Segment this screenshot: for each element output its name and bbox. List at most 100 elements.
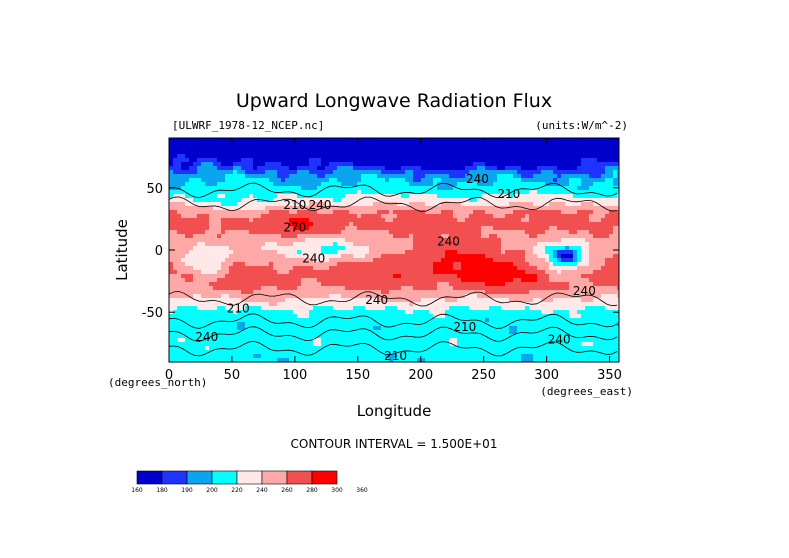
heatmap-cell — [317, 214, 322, 219]
heatmap-cell — [565, 242, 570, 247]
heatmap-cell — [493, 226, 498, 231]
heatmap-cell — [509, 214, 514, 219]
heatmap-cell — [337, 310, 342, 315]
heatmap-cell — [301, 238, 306, 243]
heatmap-cell — [557, 138, 562, 143]
heatmap-cell — [449, 298, 454, 303]
heatmap-cell — [197, 302, 202, 307]
heatmap-cell — [593, 142, 598, 147]
heatmap-cell — [357, 310, 362, 315]
heatmap-cell — [237, 306, 242, 311]
heatmap-cell — [421, 182, 426, 187]
heatmap-cell — [397, 138, 402, 143]
heatmap-cell — [181, 242, 186, 247]
heatmap-cell — [585, 170, 590, 175]
heatmap-cell — [453, 294, 458, 299]
heatmap-cell — [265, 178, 270, 183]
heatmap-cell — [169, 150, 174, 155]
heatmap-cell — [393, 170, 398, 175]
heatmap-cell — [553, 294, 558, 299]
heatmap-cell — [545, 286, 550, 291]
heatmap-cell — [413, 202, 418, 207]
heatmap-cell — [605, 202, 610, 207]
heatmap-cell — [597, 298, 602, 303]
heatmap-cell — [373, 210, 378, 215]
heatmap-cell — [517, 222, 522, 227]
heatmap-cell — [225, 250, 230, 255]
heatmap-cell — [177, 150, 182, 155]
heatmap-cell — [285, 214, 290, 219]
heatmap-cell — [385, 142, 390, 147]
heatmap-cell — [381, 214, 386, 219]
heatmap-cell — [173, 266, 178, 271]
heatmap-cell — [581, 194, 586, 199]
heatmap-cell — [561, 226, 566, 231]
heatmap-cell — [229, 314, 234, 319]
heatmap-cell — [233, 174, 238, 179]
heatmap-cell — [409, 270, 414, 275]
heatmap-cell — [317, 162, 322, 167]
heatmap-cell — [577, 198, 582, 203]
heatmap-cell — [413, 178, 418, 183]
heatmap-cell — [293, 214, 298, 219]
heatmap-cell — [565, 238, 570, 243]
heatmap-cell — [521, 174, 526, 179]
heatmap-cell — [221, 314, 226, 319]
heatmap-cell — [373, 146, 378, 151]
heatmap-cell — [337, 162, 342, 167]
heatmap-cell — [533, 254, 538, 259]
heatmap-cell — [449, 246, 454, 251]
heatmap-cell — [233, 310, 238, 315]
heatmap-cell — [353, 214, 358, 219]
heatmap-cell — [385, 178, 390, 183]
heatmap-cell — [217, 238, 222, 243]
heatmap-cell — [477, 306, 482, 311]
heatmap-cell — [449, 294, 454, 299]
heatmap-cell — [197, 198, 202, 203]
heatmap-cell — [573, 190, 578, 195]
heatmap-cell — [337, 218, 342, 223]
heatmap-cell — [473, 210, 478, 215]
heatmap-cell — [169, 258, 174, 263]
heatmap-cell — [273, 282, 278, 287]
heatmap-cell — [369, 218, 374, 223]
heatmap-cell — [309, 234, 314, 239]
heatmap-cell — [337, 258, 342, 263]
heatmap-cell — [213, 142, 218, 147]
heatmap-cell — [545, 154, 550, 159]
heatmap-cell — [253, 210, 258, 215]
heatmap-cell — [193, 214, 198, 219]
heatmap-cell — [173, 190, 178, 195]
heatmap-cell — [545, 166, 550, 171]
heatmap-field — [169, 138, 619, 362]
heatmap-cell — [437, 262, 442, 267]
heatmap-cell — [377, 182, 382, 187]
heatmap-cell — [301, 258, 306, 263]
heatmap-cell — [461, 250, 466, 255]
heatmap-cell — [433, 190, 438, 195]
heatmap-cell — [245, 250, 250, 255]
heatmap-cell — [605, 238, 610, 243]
heatmap-cell — [193, 162, 198, 167]
heatmap-cell — [461, 226, 466, 231]
heatmap-cell — [445, 222, 450, 227]
heatmap-cell — [329, 162, 334, 167]
heatmap-cell — [293, 302, 298, 307]
heatmap-cell — [373, 202, 378, 207]
heatmap-cell — [421, 302, 426, 307]
heatmap-cell — [537, 218, 542, 223]
heatmap-cell — [581, 178, 586, 183]
heatmap-cell — [493, 166, 498, 171]
heatmap-cell — [613, 198, 618, 203]
heatmap-cell — [233, 246, 238, 251]
heatmap-cell — [385, 166, 390, 171]
heatmap-cell — [545, 306, 550, 311]
heatmap-cell — [617, 226, 619, 231]
heatmap-cell — [597, 198, 602, 203]
heatmap-cell — [461, 142, 466, 147]
heatmap-cell — [217, 194, 222, 199]
heatmap-cell — [341, 230, 346, 235]
heatmap-cell — [361, 310, 366, 315]
heatmap-cell — [617, 190, 619, 195]
heatmap-cell — [405, 226, 410, 231]
